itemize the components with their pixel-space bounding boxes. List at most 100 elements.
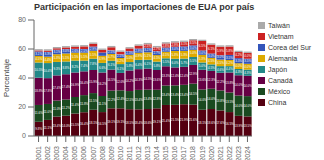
svg-text:12.4%: 12.4% — [116, 97, 125, 101]
svg-text:3.5%: 3.5% — [235, 59, 242, 63]
svg-text:4.5%: 4.5% — [35, 57, 42, 61]
svg-text:6.6%: 6.6% — [99, 66, 106, 70]
svg-text:2010: 2010 — [117, 146, 124, 160]
svg-text:16.2%: 16.2% — [98, 82, 107, 86]
svg-text:2002: 2002 — [44, 146, 51, 160]
svg-text:14.0%: 14.0% — [243, 84, 252, 88]
svg-text:2008: 2008 — [99, 146, 106, 160]
svg-text:17.4%: 17.4% — [53, 86, 62, 90]
svg-text:5.5%: 5.5% — [63, 56, 70, 60]
svg-text:6.1%: 6.1% — [108, 63, 115, 67]
svg-text:14.0%: 14.0% — [234, 83, 243, 87]
svg-text:15.5%: 15.5% — [71, 123, 80, 127]
svg-text:6.1%: 6.1% — [117, 67, 124, 71]
svg-text:17.8%: 17.8% — [44, 89, 53, 93]
svg-text:11.6%: 11.6% — [35, 111, 44, 115]
svg-text:18.6%: 18.6% — [207, 121, 216, 125]
svg-text:5.5%: 5.5% — [72, 55, 79, 59]
svg-text:4.2%: 4.2% — [235, 53, 242, 57]
svg-text:18.8%: 18.8% — [34, 89, 43, 93]
svg-text:16.5%: 16.5% — [98, 122, 107, 126]
svg-text:6.0%: 6.0% — [172, 61, 179, 65]
svg-text:7.8%: 7.8% — [90, 62, 97, 66]
svg-text:6.1%: 6.1% — [144, 62, 151, 66]
svg-text:2.9%: 2.9% — [135, 49, 142, 53]
svg-text:5.5%: 5.5% — [81, 55, 88, 59]
svg-text:5.5%: 5.5% — [190, 59, 197, 63]
svg-text:13.6%: 13.6% — [198, 78, 207, 82]
svg-text:9.8%: 9.8% — [35, 127, 42, 131]
svg-text:13.6%: 13.6% — [153, 78, 162, 82]
svg-text:5.7%: 5.7% — [181, 61, 188, 65]
svg-text:5.3%: 5.3% — [199, 57, 206, 61]
svg-text:12.4%: 12.4% — [171, 74, 180, 78]
svg-text:11.1%: 11.1% — [98, 102, 107, 106]
svg-text:12.2%: 12.2% — [107, 98, 116, 102]
svg-text:5.8%: 5.8% — [153, 64, 160, 68]
svg-text:5.0%: 5.0% — [190, 51, 197, 55]
svg-text:5.9%: 5.9% — [217, 49, 224, 53]
svg-text:3.5%: 3.5% — [190, 41, 197, 45]
svg-text:13.4%: 13.4% — [180, 93, 189, 97]
svg-text:14.5%: 14.5% — [189, 92, 198, 96]
svg-text:5.5%: 5.5% — [162, 60, 169, 64]
svg-text:2.5%: 2.5% — [126, 51, 133, 55]
svg-text:2.7%: 2.7% — [153, 47, 160, 51]
svg-text:18.4%: 18.4% — [134, 121, 143, 125]
svg-text:14.0%: 14.0% — [234, 104, 243, 108]
svg-text:12.5%: 12.5% — [125, 98, 134, 102]
svg-text:4.4%: 4.4% — [44, 58, 51, 62]
svg-text:5.3%: 5.3% — [181, 53, 188, 57]
svg-text:12.8%: 12.8% — [153, 97, 162, 101]
svg-text:3.5%: 3.5% — [226, 56, 233, 60]
svg-text:19.1%: 19.1% — [153, 120, 162, 124]
svg-text:4.5%: 4.5% — [208, 59, 215, 63]
svg-text:2003: 2003 — [53, 146, 60, 160]
svg-text:21.4%: 21.4% — [162, 119, 171, 123]
svg-text:14.5%: 14.5% — [143, 77, 152, 81]
svg-text:4.0%: 4.0% — [244, 65, 251, 69]
svg-text:2.9%: 2.9% — [172, 43, 179, 47]
svg-text:2021: 2021 — [217, 146, 224, 160]
svg-text:5.1%: 5.1% — [144, 54, 151, 58]
svg-text:3.0%: 3.0% — [199, 51, 206, 55]
svg-text:12.9%: 12.9% — [189, 72, 198, 76]
svg-text:2009: 2009 — [108, 146, 115, 160]
svg-text:13.8%: 13.8% — [225, 81, 234, 85]
svg-text:11.0%: 11.0% — [44, 110, 53, 114]
svg-text:Porcentaje: Porcentaje — [8, 58, 11, 97]
svg-text:13.4%: 13.4% — [162, 93, 171, 97]
svg-text:4.9%: 4.9% — [99, 57, 106, 61]
svg-text:4.4%: 4.4% — [226, 67, 233, 71]
svg-text:21.9%: 21.9% — [180, 118, 189, 122]
svg-text:4.5%: 4.5% — [217, 61, 224, 65]
svg-text:18.1%: 18.1% — [89, 121, 98, 125]
svg-text:4.0%: 4.0% — [235, 64, 242, 68]
svg-text:3.1%: 3.1% — [144, 48, 151, 52]
svg-text:2015: 2015 — [162, 146, 169, 160]
svg-text:5.8%: 5.8% — [126, 64, 133, 68]
svg-text:4.9%: 4.9% — [135, 54, 142, 58]
svg-text:18.1%: 18.1% — [198, 121, 207, 125]
svg-text:2005: 2005 — [71, 146, 78, 160]
svg-text:2019: 2019 — [199, 146, 206, 160]
svg-text:15.9%: 15.9% — [89, 80, 98, 84]
svg-text:2012: 2012 — [135, 146, 142, 160]
svg-text:14.5%: 14.5% — [107, 78, 116, 82]
svg-text:2.8%: 2.8% — [162, 44, 169, 48]
svg-text:6.1%: 6.1% — [208, 47, 215, 51]
svg-text:19.1%: 19.1% — [107, 120, 116, 124]
svg-text:7.4%: 7.4% — [81, 64, 88, 68]
svg-text:14.2%: 14.2% — [125, 79, 134, 83]
svg-text:2007: 2007 — [90, 146, 97, 160]
svg-text:4.7%: 4.7% — [108, 55, 115, 59]
svg-text:14.0%: 14.0% — [62, 124, 71, 128]
svg-text:3.3%: 3.3% — [44, 52, 51, 56]
svg-text:9.3%: 9.3% — [53, 67, 60, 71]
svg-text:3.1%: 3.1% — [53, 50, 60, 54]
svg-text:13.4%: 13.4% — [53, 124, 62, 128]
svg-text:2017: 2017 — [180, 146, 187, 160]
svg-text:3.1%: 3.1% — [181, 42, 188, 46]
svg-text:14.0%: 14.0% — [243, 104, 252, 108]
svg-text:16.4%: 16.4% — [80, 81, 89, 85]
